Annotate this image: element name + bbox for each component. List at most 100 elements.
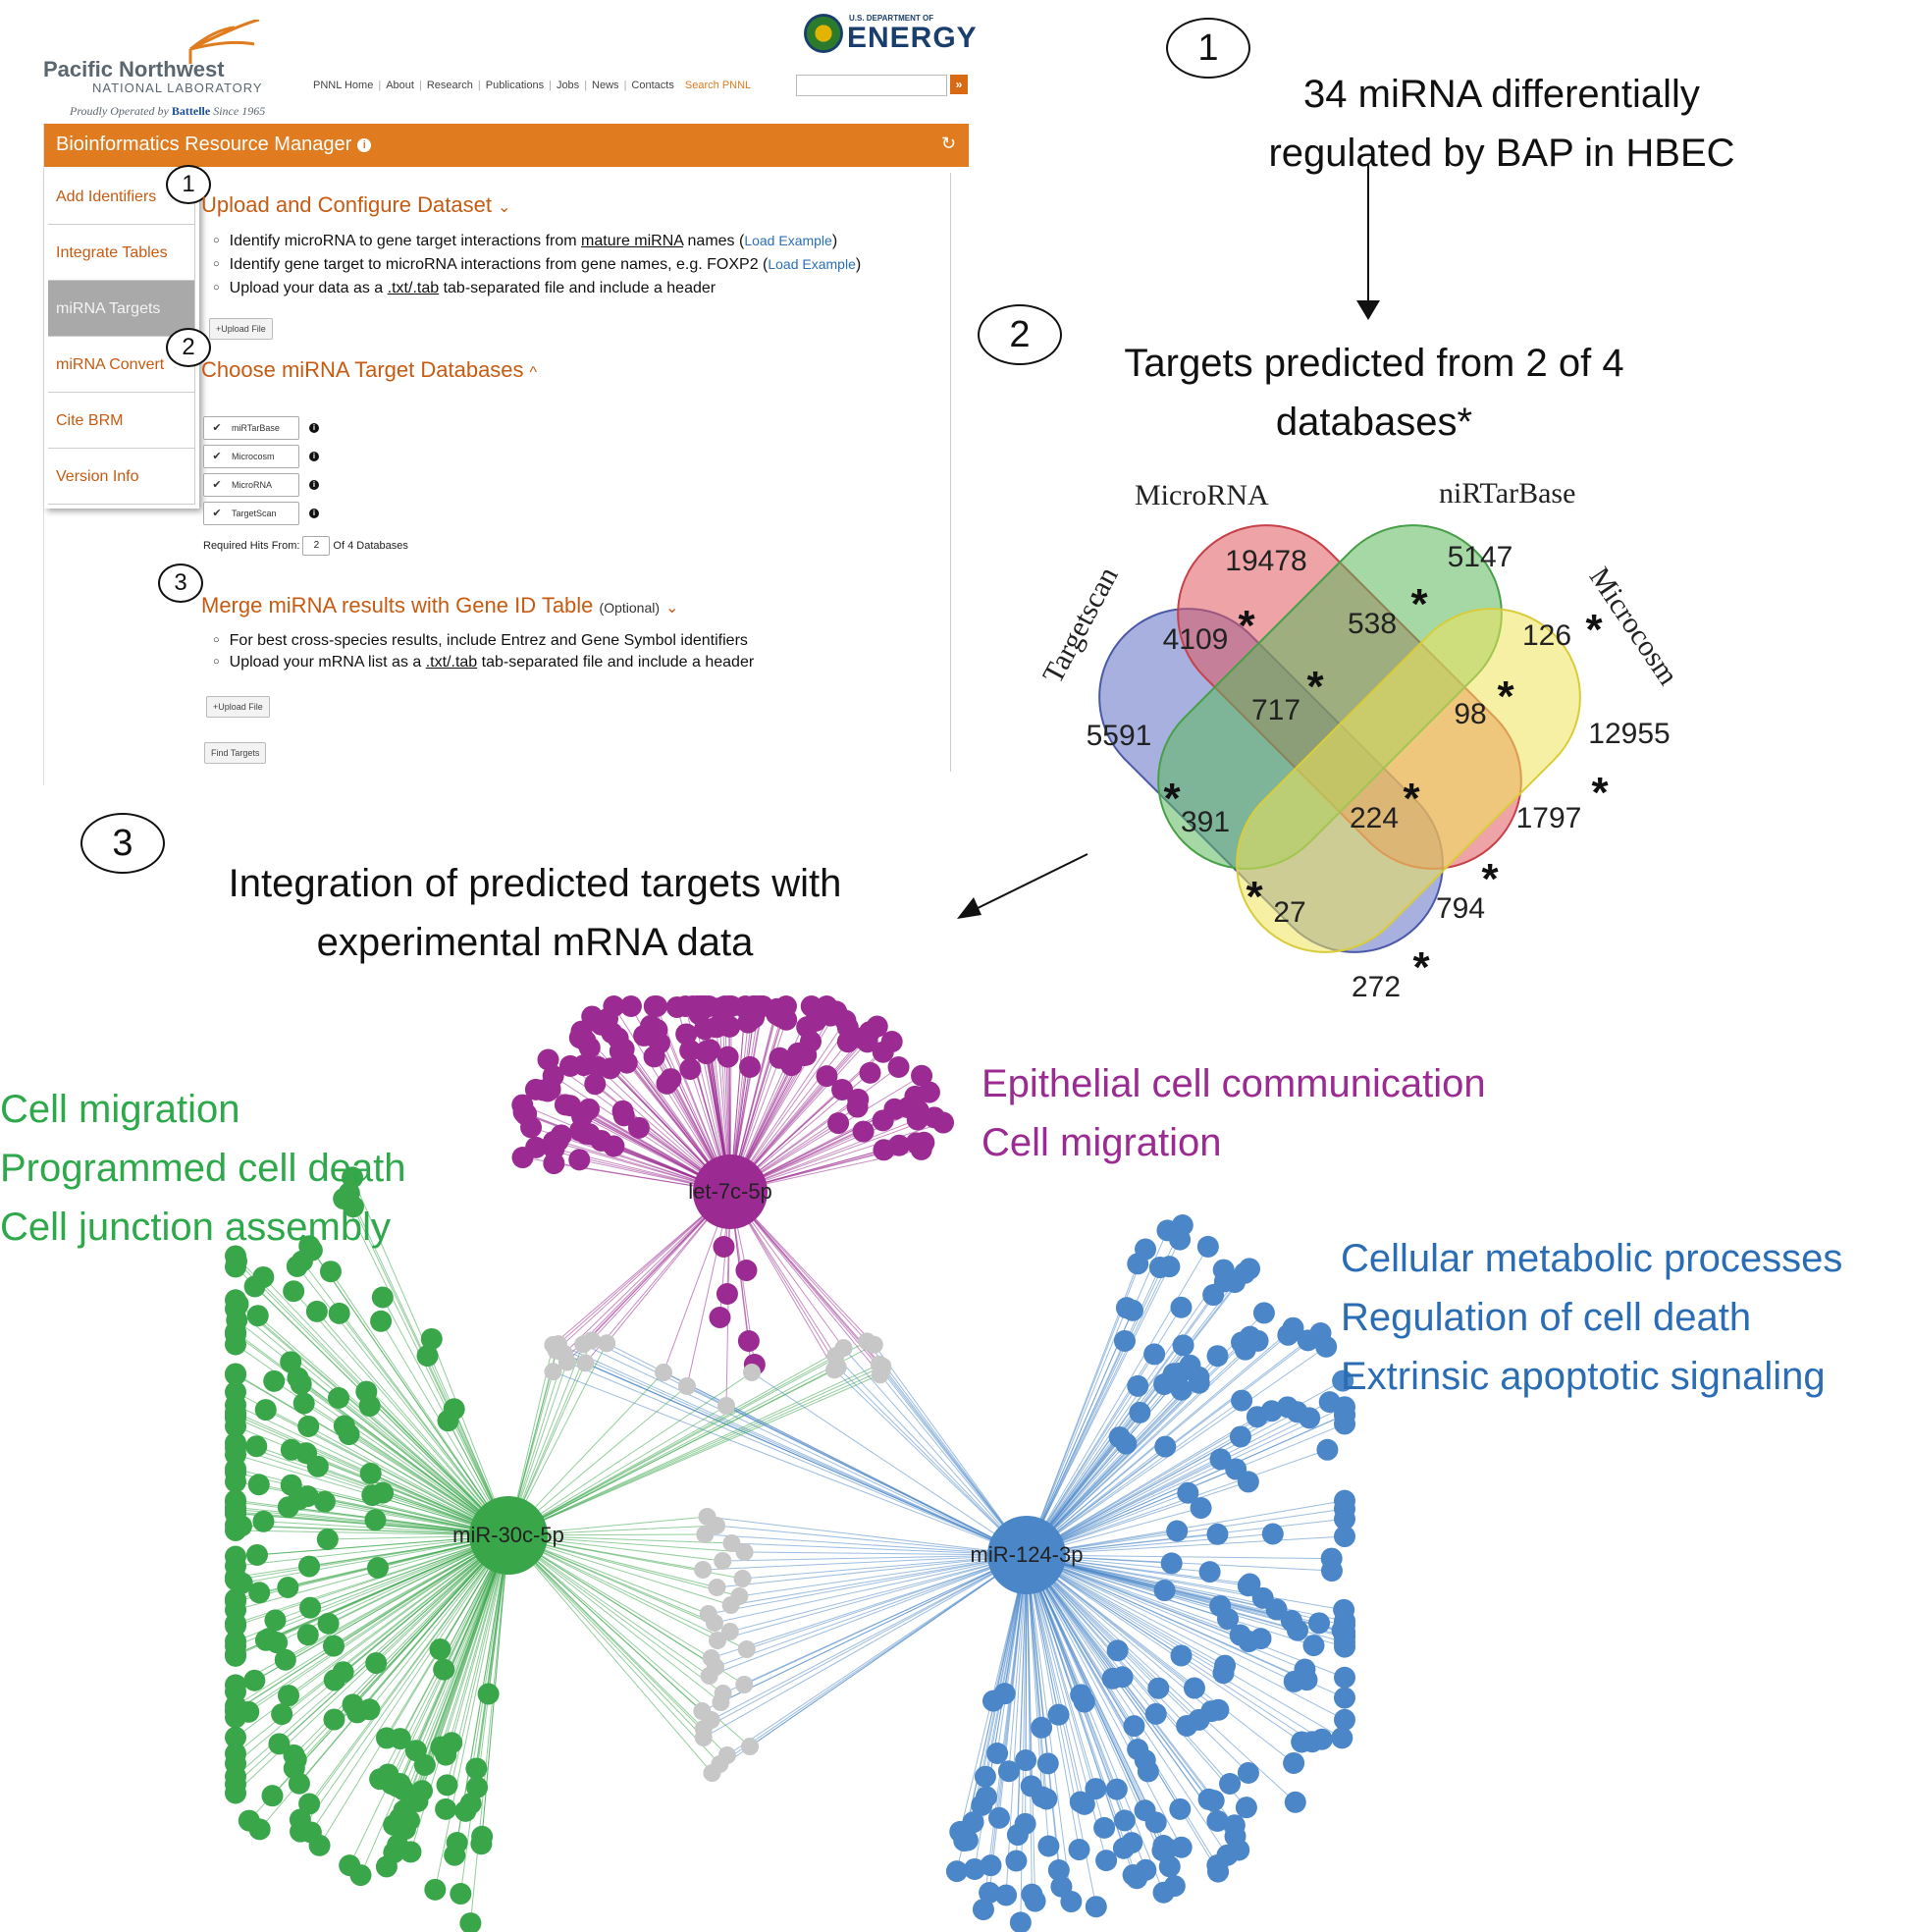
step-2-line-1: Targets predicted from 2 of 4 [1124,342,1624,385]
nav-publications[interactable]: Publications [485,80,545,91]
search-go-button[interactable]: » [950,75,968,94]
target-gene-node [1121,1299,1143,1321]
sidebar-item-mirna-convert[interactable]: miRNA Convert [48,337,195,393]
network-edge [1026,1340,1258,1556]
target-gene-node [1261,1523,1284,1545]
section-merge-title[interactable]: Merge miRNA results with Gene ID Table (… [201,593,678,618]
target-gene-node [225,1555,246,1578]
target-gene-node [800,995,822,1017]
target-gene-node [443,1398,465,1421]
section-upload-title[interactable]: Upload and Configure Dataset ⌄ [201,192,510,218]
app-title-text: Bioinformatics Resource Manager [56,134,352,155]
network-edge [1026,1401,1330,1556]
section-databases-title[interactable]: Choose miRNA Target Databases ^ [201,357,537,383]
go-term: Cell migration [982,1121,1222,1164]
doe-small-text: U.S. DEPARTMENT OF [849,14,934,23]
app-frame: Bioinformatics Resource Manager i ↻ Add I… [43,124,969,785]
nav-jobs[interactable]: Jobs [556,80,580,91]
mirna-target-network [225,995,1355,1932]
find-targets-button[interactable]: Find Targets [204,742,267,764]
doe-logo[interactable]: U.S. DEPARTMENT OF ENERGY [804,12,977,57]
target-gene-node [796,1016,819,1039]
target-gene-node [225,1726,246,1748]
target-gene-node [299,1596,322,1619]
sidebar-item-cite-brm[interactable]: Cite BRM [48,393,195,449]
target-gene-node [1085,1778,1107,1800]
upload-file-button-2[interactable]: +Upload File [206,696,270,718]
target-gene-node [619,995,642,1017]
target-gene-node [298,1235,321,1258]
nav-contacts[interactable]: Contacts [631,80,674,91]
target-gene-node [660,1068,682,1091]
target-gene-node [1206,1809,1229,1832]
target-gene-node [712,1014,734,1037]
bullet-merge-2: Upload your mRNA list as a .txt/.tab tab… [213,654,755,671]
network-edge [686,1385,1028,1556]
target-gene-node [986,1742,1009,1764]
sidebar-item-version-info[interactable]: Version Info [48,449,195,505]
shared-target-node [700,1667,718,1685]
target-gene-node [225,1644,246,1667]
db-info-icon[interactable]: i [309,452,319,461]
venn-set-label-mirtarbase: niRTarBase [1439,477,1576,510]
network-edge [1026,1554,1086,1804]
load-example-link-1[interactable]: Load Example [744,233,832,248]
db-info-icon[interactable]: i [309,423,319,433]
target-gene-node [599,1057,621,1080]
target-gene-node [225,1590,246,1613]
network-edge [235,1333,509,1536]
target-gene-node [964,1857,986,1880]
nav-pnnl-home[interactable]: PNNL Home [313,80,374,91]
go-term: Cell migration [0,1088,240,1131]
target-gene-node [225,1437,246,1460]
network-edge [386,1534,509,1739]
upload-file-button-1[interactable]: +Upload File [209,318,273,340]
target-gene-node [972,1899,994,1921]
sidebar-item-integrate-tables[interactable]: Integrate Tables [48,225,195,281]
scrollbar[interactable] [950,173,961,772]
nav-research[interactable]: Research [426,80,473,91]
target-gene-node [1334,1413,1355,1435]
target-gene-node [539,1078,561,1100]
network-edge [507,1534,721,1703]
network-edge [507,1534,705,1739]
target-gene-node [1170,1296,1193,1318]
target-gene-node [665,995,688,1018]
db-checkbox-microcosm[interactable]: ✔ Microcosm [203,445,299,468]
db-info-icon[interactable]: i [309,509,319,518]
db-checkbox-targetscan[interactable]: ✔ TargetScan [203,502,299,525]
section-upload-title-text: Upload and Configure Dataset [201,192,492,217]
db-info-icon[interactable]: i [309,480,319,490]
target-gene-node [581,1005,604,1028]
info-icon[interactable]: i [357,137,372,152]
db-checkbox-microrna[interactable]: ✔ MicroRNA [203,473,299,497]
target-gene-node [225,1250,247,1272]
target-gene-node [257,1628,280,1650]
target-gene-node [252,1510,275,1532]
target-gene-node [1134,1799,1156,1822]
venn-region-value: 224 [1349,802,1400,834]
nav-about[interactable]: About [386,80,414,91]
network-edge [553,1370,1028,1556]
target-gene-node [1302,1635,1325,1657]
load-example-link-2[interactable]: Load Example [768,256,856,272]
target-gene-node [1014,1812,1036,1835]
network-edge [330,1270,509,1536]
target-gene-node [1121,1832,1143,1854]
target-gene-node [372,1481,395,1504]
nav-news[interactable]: News [592,80,619,91]
network-edge [254,1286,509,1536]
target-gene-node [1249,1628,1272,1650]
search-input[interactable] [796,75,947,96]
target-gene-node [441,1732,463,1754]
step-marker-3-small: 3 [158,564,203,603]
network-edge [1026,1554,1323,1741]
network-edge [1026,1554,1082,1802]
target-gene-node [225,1615,246,1637]
required-hits-stepper[interactable]: 2 [302,536,331,556]
sidebar-item-mirna-targets[interactable]: miRNA Targets [48,281,195,337]
step-marker-2: 2 [978,304,1062,365]
network-edge [1026,1224,1184,1556]
db-checkbox-mirtarbase[interactable]: ✔ miRTarBase [203,416,299,440]
refresh-icon[interactable]: ↻ [941,134,957,153]
